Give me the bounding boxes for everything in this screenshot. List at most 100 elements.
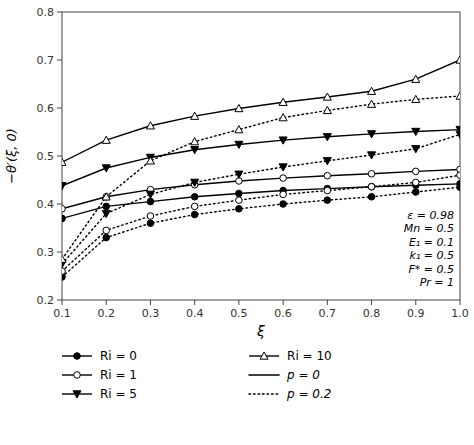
series-line: [62, 96, 460, 259]
annotation: ε = 0.98: [407, 209, 454, 222]
data-point: [191, 211, 198, 218]
data-point: [236, 206, 243, 213]
data-point: [236, 190, 243, 197]
chart: 0.10.20.30.40.50.60.70.80.91.00.20.30.40…: [0, 0, 474, 445]
x-tick-label: 0.2: [97, 307, 115, 320]
annotation: k₁ = 0.5: [410, 249, 454, 262]
data-point: [102, 193, 110, 200]
legend-label: Ri = 0: [100, 349, 137, 363]
y-tick-label: 0.7: [37, 54, 55, 67]
legend: Ri = 0Ri = 1Ri = 5Ri = 10p = 0p = 0.2: [62, 349, 332, 401]
plot-frame: [62, 12, 460, 300]
legend-label: p = 0.2: [286, 387, 331, 401]
data-point: [323, 93, 331, 100]
data-point: [280, 191, 287, 198]
legend-line: [249, 374, 279, 376]
data-point: [323, 158, 331, 165]
data-point: [368, 131, 376, 138]
data-point: [368, 152, 376, 159]
data-point: [280, 201, 287, 208]
legend-marker: [260, 352, 268, 359]
series-line: [62, 169, 460, 208]
x-tick-label: 0.7: [319, 307, 337, 320]
data-point: [412, 146, 420, 153]
x-tick: [283, 300, 284, 305]
data-point: [102, 136, 110, 143]
data-point: [103, 194, 110, 201]
data-point: [368, 183, 375, 190]
x-tick-label: 0.9: [407, 307, 425, 320]
data-point: [62, 183, 66, 190]
y-tick: [57, 12, 62, 13]
data-point: [279, 137, 287, 144]
data-point: [412, 128, 420, 135]
x-tick-label: 0.8: [363, 307, 381, 320]
x-tick: [106, 300, 107, 305]
data-point: [103, 234, 110, 241]
data-point: [147, 213, 154, 220]
y-tick-label: 0.2: [37, 294, 55, 307]
data-point: [191, 112, 199, 119]
data-point: [412, 95, 420, 102]
data-point: [457, 184, 460, 191]
data-point: [102, 210, 110, 217]
y-tick: [57, 156, 62, 157]
plot-area: [62, 56, 460, 280]
x-tick: [327, 300, 328, 305]
data-point: [368, 170, 375, 177]
x-tick-label: 0.4: [186, 307, 204, 320]
x-tick-label: 0.3: [142, 307, 160, 320]
annotation: F* = 0.5: [408, 263, 454, 276]
data-point: [191, 147, 199, 154]
legend-label: Ri = 10: [287, 349, 332, 363]
x-tick-label: 0.1: [53, 307, 71, 320]
data-point: [412, 179, 419, 186]
series-line: [62, 184, 460, 219]
data-point: [279, 164, 287, 171]
x-tick: [371, 300, 372, 305]
legend-label: Ri = 1: [100, 368, 137, 382]
legend-marker: [74, 353, 81, 360]
data-point: [323, 106, 331, 113]
data-point: [62, 255, 66, 262]
data-point: [368, 194, 375, 201]
data-point: [236, 197, 243, 204]
data-point: [235, 171, 243, 178]
x-tick-label: 0.6: [274, 307, 292, 320]
y-tick-label: 0.4: [37, 198, 55, 211]
data-point: [62, 215, 65, 222]
series-line: [62, 130, 460, 186]
x-axis-label: ξ: [256, 323, 265, 339]
data-point: [191, 138, 199, 145]
data-point: [103, 203, 110, 210]
legend-marker: [74, 372, 81, 379]
data-point: [235, 141, 243, 148]
series-line: [62, 187, 460, 277]
data-point: [146, 122, 154, 129]
series-line: [62, 175, 460, 271]
data-point: [280, 175, 287, 182]
y-tick-label: 0.6: [37, 102, 55, 115]
y-tick: [57, 60, 62, 61]
data-point: [191, 179, 199, 186]
data-point: [146, 157, 154, 164]
data-point: [191, 203, 198, 210]
data-point: [412, 189, 419, 196]
y-tick: [57, 204, 62, 205]
x-tick-label: 0.5: [230, 307, 248, 320]
annotation: E₁ = 0.1: [409, 236, 454, 249]
x-tick: [415, 300, 416, 305]
x-tick: [194, 300, 195, 305]
y-tick-label: 0.8: [37, 6, 55, 19]
data-point: [279, 114, 287, 121]
data-point: [103, 227, 110, 234]
data-point: [368, 100, 376, 107]
legend-label: Ri = 5: [100, 387, 137, 401]
data-point: [147, 220, 154, 227]
data-point: [146, 191, 154, 198]
legend-line: [249, 393, 279, 395]
data-point: [368, 183, 375, 190]
data-point: [456, 92, 460, 99]
y-tick: [57, 108, 62, 109]
annotation: Pr = 1: [420, 276, 454, 289]
